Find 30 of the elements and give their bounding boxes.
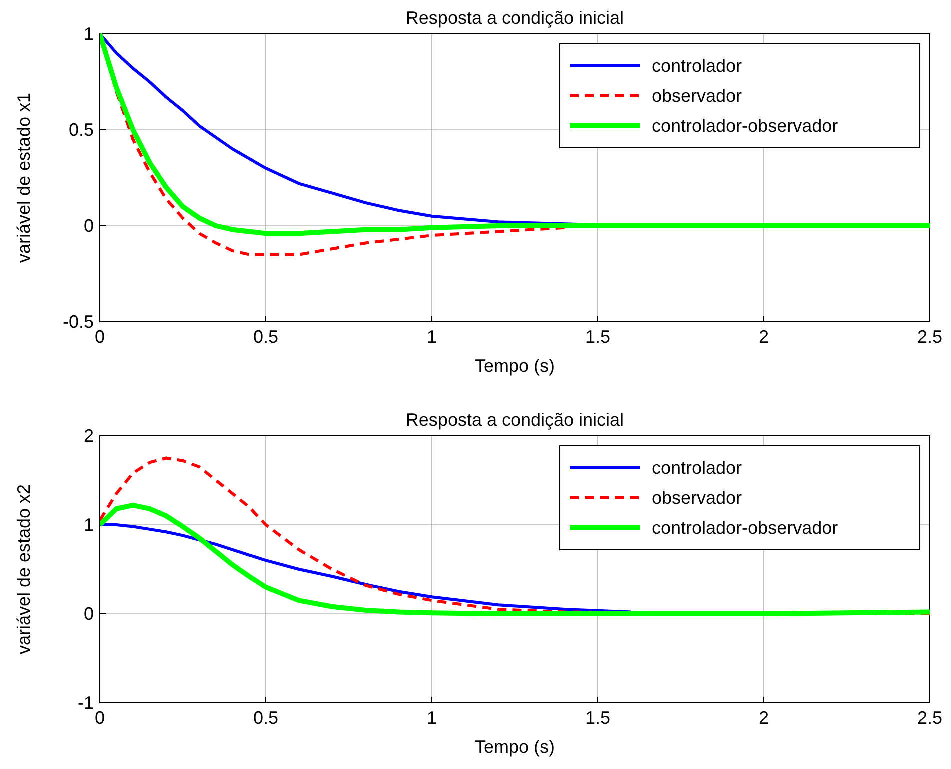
chart-title: Resposta a condição inicial: [406, 410, 624, 430]
legend-label: observador: [652, 86, 742, 106]
x-tick-label: 2: [758, 708, 770, 728]
y-axis-title: variável de estado x2: [14, 484, 34, 655]
legend-label: controlador-observador: [652, 518, 838, 538]
y-tick-label: 1: [84, 24, 94, 44]
chart-title: Resposta a condição inicial: [406, 8, 624, 28]
x-tick-label: 1: [426, 326, 438, 347]
y-tick-label: 0: [84, 216, 94, 236]
x-tick-label: 1: [426, 708, 438, 728]
x-axis-title: Tempo (s): [474, 356, 556, 376]
legend-label: controlador: [652, 56, 742, 76]
y-tick-label: 0.5: [68, 120, 94, 140]
y-axis-title: variável de estado x1: [14, 92, 34, 264]
x-tick-label: 2.5: [917, 326, 943, 347]
x-tick-label: 2.5: [917, 708, 943, 728]
y-tick-label: -1: [78, 692, 94, 713]
y-tick-label: 1: [84, 514, 94, 535]
x-axis-title: Tempo (s): [474, 737, 556, 757]
x-tick-label: 2: [758, 326, 770, 347]
legend-label: observador: [652, 488, 742, 508]
legend-label: controlador-observador: [652, 116, 838, 136]
x-tick-label: 0.5: [253, 708, 279, 728]
y-tick-label: -0.5: [62, 312, 94, 332]
x-tick-label: 0.5: [253, 326, 279, 347]
legend-label: controlador: [652, 458, 742, 478]
y-tick-label: 0: [84, 604, 94, 624]
y-tick-label: 2: [84, 426, 94, 446]
x-tick-label: 1.5: [585, 326, 611, 347]
x-tick-label: 1.5: [585, 708, 611, 728]
